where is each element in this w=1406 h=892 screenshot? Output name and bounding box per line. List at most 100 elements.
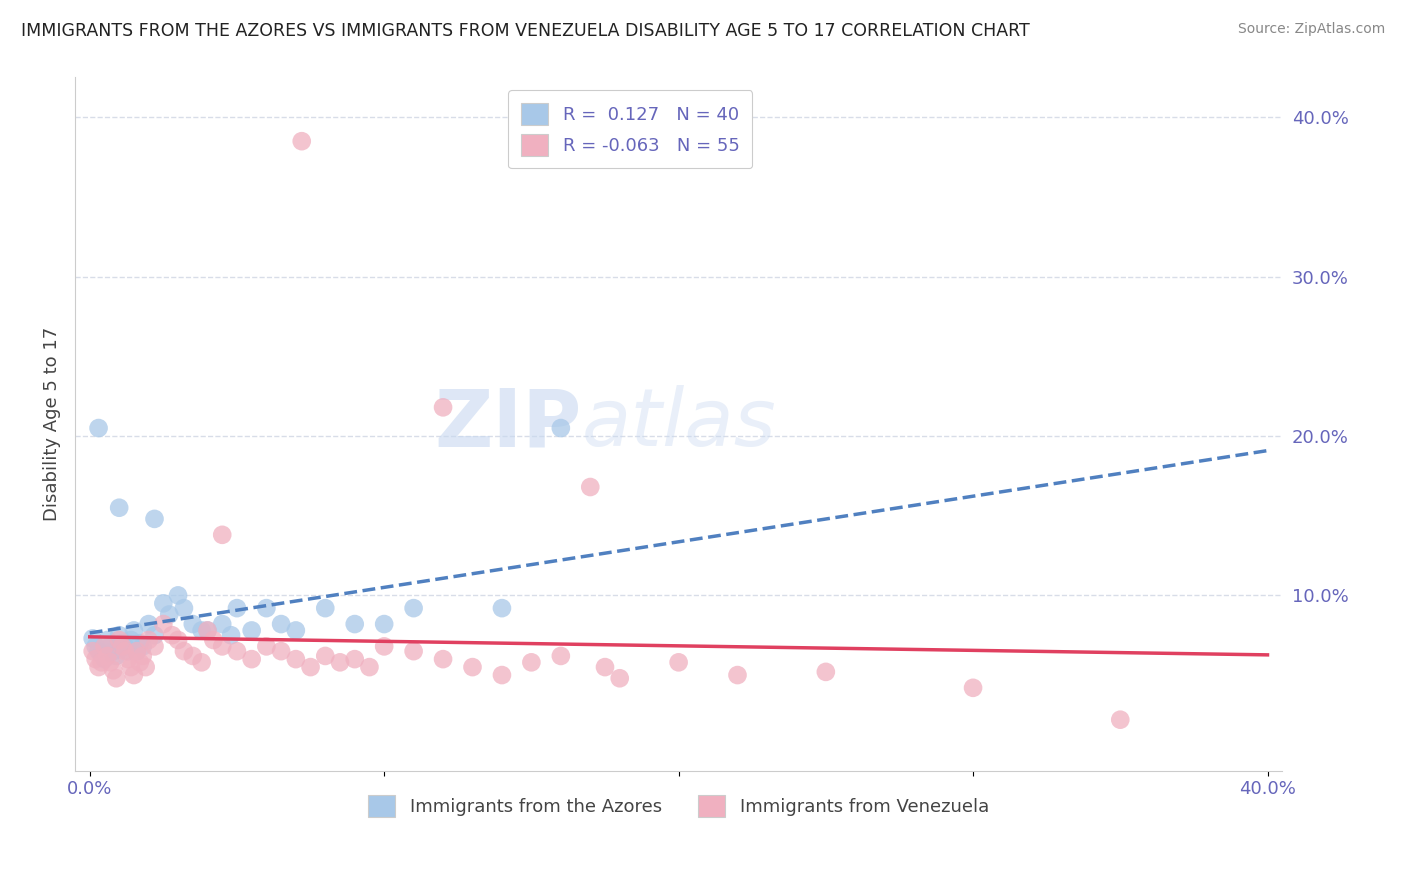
Point [152, 617, 174, 632]
Point [114, 640, 136, 654]
Point [132, 640, 155, 654]
Point [98, 640, 121, 654]
Point [111, 636, 134, 650]
Point [814, 665, 837, 679]
Point [343, 652, 366, 666]
Point [135, 660, 157, 674]
Point [461, 660, 484, 674]
Point [111, 640, 134, 654]
Point [284, 652, 307, 666]
Text: ZIP: ZIP [434, 385, 582, 463]
Point [609, 671, 631, 685]
Point [197, 624, 219, 638]
Point [226, 601, 249, 615]
Point [373, 617, 395, 632]
Point [491, 668, 513, 682]
Point [105, 648, 128, 663]
Point [343, 617, 366, 632]
Point [114, 644, 136, 658]
Point [167, 588, 190, 602]
Point [122, 668, 145, 682]
Point [103, 644, 125, 658]
Point [82, 632, 104, 646]
Point [314, 648, 336, 663]
Point [240, 624, 263, 638]
Point [190, 624, 212, 638]
Point [211, 617, 233, 632]
Point [84, 640, 107, 654]
Point [167, 633, 190, 648]
Point [138, 617, 160, 632]
Y-axis label: Disability Age 5 to 17: Disability Age 5 to 17 [44, 327, 60, 521]
Point [520, 656, 543, 670]
Point [226, 644, 249, 658]
Point [108, 628, 131, 642]
Point [491, 601, 513, 615]
Point [87, 421, 110, 435]
Point [117, 644, 139, 658]
Text: atlas: atlas [582, 385, 776, 463]
Point [202, 633, 225, 648]
Point [138, 633, 160, 648]
Point [125, 644, 148, 658]
Point [668, 656, 690, 670]
Point [143, 628, 166, 642]
Point [108, 633, 131, 648]
Point [190, 656, 212, 670]
Point [211, 640, 233, 654]
Point [181, 617, 204, 632]
Point [117, 652, 139, 666]
Point [157, 607, 180, 622]
Point [432, 652, 454, 666]
Point [122, 624, 145, 638]
Point [98, 656, 121, 670]
Point [103, 663, 125, 677]
Point [152, 596, 174, 610]
Point [143, 512, 166, 526]
Point [402, 644, 425, 658]
Point [550, 648, 572, 663]
Point [128, 656, 150, 670]
Legend: Immigrants from the Azores, Immigrants from Venezuela: Immigrants from the Azores, Immigrants f… [361, 788, 995, 824]
Point [1109, 713, 1132, 727]
Point [160, 628, 183, 642]
Point [90, 656, 112, 670]
Point [284, 624, 307, 638]
Point [143, 640, 166, 654]
Point [93, 652, 115, 666]
Point [173, 644, 195, 658]
Point [87, 660, 110, 674]
Point [240, 652, 263, 666]
Point [197, 624, 219, 638]
Point [962, 681, 984, 695]
Point [87, 644, 110, 658]
Point [108, 500, 131, 515]
Point [314, 601, 336, 615]
Text: IMMIGRANTS FROM THE AZORES VS IMMIGRANTS FROM VENEZUELA DISABILITY AGE 5 TO 17 C: IMMIGRANTS FROM THE AZORES VS IMMIGRANTS… [21, 22, 1029, 40]
Point [132, 648, 155, 663]
Point [402, 601, 425, 615]
Point [291, 134, 314, 148]
Point [120, 660, 142, 674]
Point [90, 648, 112, 662]
Point [219, 628, 242, 642]
Point [373, 640, 395, 654]
Point [82, 644, 104, 658]
Point [727, 668, 749, 682]
Point [105, 671, 128, 685]
Point [432, 401, 454, 415]
Point [579, 480, 602, 494]
Point [125, 644, 148, 658]
Point [329, 656, 352, 670]
Point [120, 633, 142, 648]
Point [96, 648, 118, 663]
Text: Source: ZipAtlas.com: Source: ZipAtlas.com [1237, 22, 1385, 37]
Point [270, 644, 292, 658]
Point [299, 660, 322, 674]
Point [359, 660, 381, 674]
Point [93, 640, 115, 654]
Point [173, 601, 195, 615]
Point [254, 640, 277, 654]
Point [84, 652, 107, 666]
Point [254, 601, 277, 615]
